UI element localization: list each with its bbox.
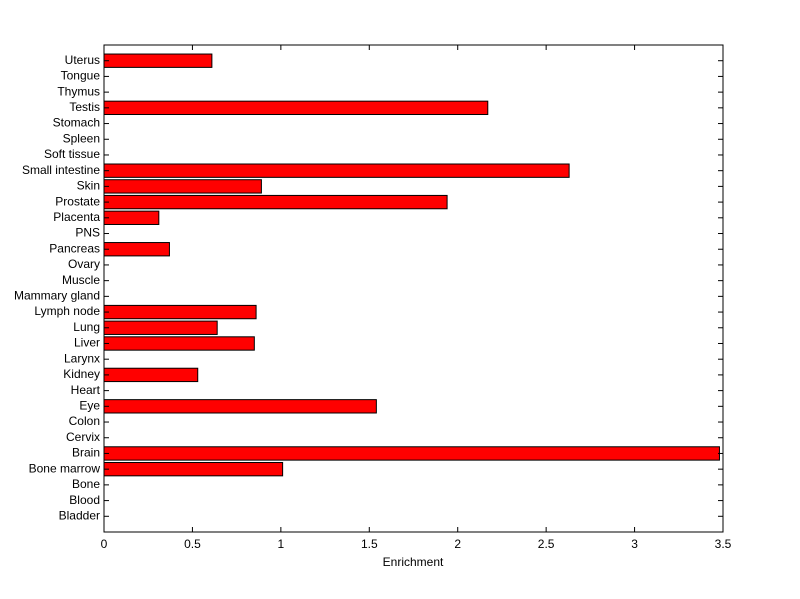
bar: [103, 304, 257, 320]
y-tick-label: Small intestine: [22, 163, 100, 177]
bar: [103, 179, 262, 194]
y-tick-label: Lymph node: [34, 304, 100, 318]
y-tick-label: Brain: [72, 446, 100, 460]
bar: [103, 367, 199, 383]
y-tick-label: Bone marrow: [29, 461, 101, 475]
bar: [103, 242, 170, 257]
y-tick-label: Heart: [71, 383, 101, 397]
x-tick-label: 0.5: [184, 537, 201, 551]
y-tick-label: Placenta: [53, 210, 100, 224]
bar: [103, 399, 377, 414]
bar: [103, 336, 255, 351]
x-tick-label: 2: [454, 537, 461, 551]
x-axis-label: Enrichment: [383, 555, 444, 569]
y-tick-label: Larynx: [64, 351, 100, 365]
y-tick-label: Cervix: [66, 430, 100, 444]
y-tick-label: PNS: [75, 226, 100, 240]
y-tick-label: Kidney: [63, 367, 100, 381]
y-tick-label: Ovary: [68, 257, 100, 271]
y-tick-label: Uterus: [65, 53, 100, 67]
bar: [103, 461, 284, 477]
y-tick-label: Skin: [77, 179, 100, 193]
x-tick-label: 0: [101, 537, 108, 551]
y-tick-label: Eye: [79, 398, 100, 412]
bar: [103, 194, 448, 210]
y-tick-label: Tongue: [61, 69, 101, 83]
y-tick-label: Soft tissue: [44, 147, 100, 161]
x-tick-label: 3: [631, 537, 638, 551]
y-tick-label: Blood: [69, 493, 100, 507]
x-tick-label: 1: [278, 537, 285, 551]
bar: [103, 210, 160, 225]
plot-frame: [103, 44, 724, 533]
x-tick-label: 1.5: [361, 537, 378, 551]
y-tick-label: Bone: [72, 477, 100, 491]
y-tick-label: Thymus: [57, 84, 100, 98]
y-tick-label: Muscle: [62, 273, 100, 287]
y-tick-label: Lung: [73, 320, 100, 334]
y-tick-label: Bladder: [59, 508, 100, 522]
bar: [103, 100, 489, 116]
bar: [103, 53, 213, 68]
y-tick-label: Colon: [69, 414, 100, 428]
y-tick-label: Testis: [69, 100, 100, 114]
x-tick-label: 3.5: [715, 537, 732, 551]
bar: [103, 446, 720, 461]
y-tick-label: Liver: [74, 336, 100, 350]
y-tick-label: Spleen: [63, 131, 100, 145]
bar: [103, 163, 570, 178]
bar: [103, 320, 218, 335]
x-tick-label: 2.5: [538, 537, 555, 551]
y-tick-label: Pancreas: [49, 241, 100, 255]
y-tick-label: Prostate: [55, 194, 100, 208]
y-tick-label: Stomach: [53, 116, 100, 130]
y-tick-label: Mammary gland: [14, 289, 100, 303]
